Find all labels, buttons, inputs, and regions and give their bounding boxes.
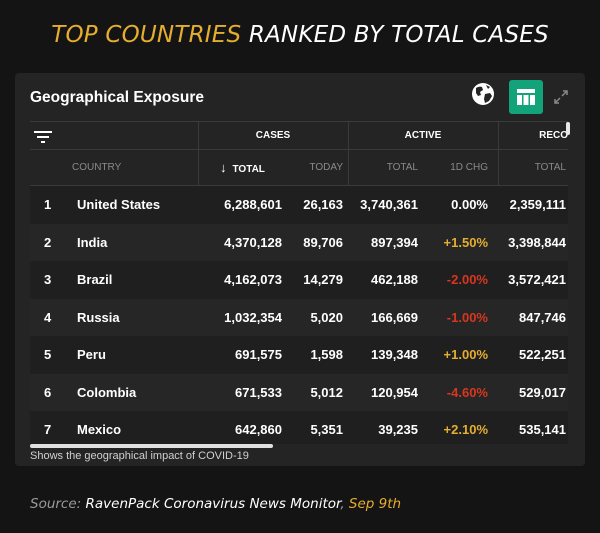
active-change: +1.50% (443, 234, 488, 250)
rank: 2 (44, 234, 52, 250)
group-header-row: CASES ACTIVE RECO (30, 121, 568, 150)
recovered-total: 3,572,421 (508, 272, 566, 287)
table-row[interactable]: 4 Russia 1,032,354 5,020 166,669 -1.00% … (30, 298, 568, 336)
country-name: Brazil (77, 272, 113, 287)
group-header-recovered: RECO (539, 130, 568, 141)
active-change: +2.10% (443, 422, 488, 437)
recovered-total: 535,141 (519, 422, 566, 437)
source-name: RavenPack Coronavirus News Monitor (85, 496, 341, 512)
cases-total: 4,370,128 (224, 234, 282, 250)
cases-today: 5,020 (310, 309, 343, 325)
table-row[interactable]: 5 Peru 691,575 1,598 139,348 +1.00% 522,… (30, 336, 568, 374)
cases-total: 4,162,073 (224, 272, 282, 287)
recovered-total: 847,746 (519, 309, 566, 325)
headline-rest: RANKED BY TOTAL CASES (248, 22, 549, 48)
source-line: Source: RavenPack Coronavirus News Monit… (30, 496, 401, 512)
column-header-country[interactable]: COUNTRY (72, 162, 122, 173)
active-total: 897,394 (371, 234, 418, 250)
active-change: +1.00% (443, 347, 488, 362)
card-caption: Shows the geographical impact of COVID-1… (30, 450, 249, 462)
source-comma: , (340, 496, 345, 512)
active-total: 39,235 (378, 422, 418, 437)
table-view-button[interactable] (509, 80, 543, 114)
column-header-recovered-total[interactable]: TOTAL (534, 162, 566, 173)
filter-icon[interactable] (34, 130, 52, 144)
group-header-cases: CASES (255, 130, 291, 141)
table-row[interactable]: 1 United States 6,288,601 26,163 3,740,3… (30, 186, 568, 224)
cases-total: 642,860 (235, 422, 282, 437)
cases-today: 14,279 (303, 272, 343, 287)
headline-accent: TOP COUNTRIES (51, 22, 242, 48)
country-name: United States (77, 197, 161, 212)
table-row[interactable]: 6 Colombia 671,533 5,012 120,954 -4.60% … (30, 373, 568, 411)
rank: 7 (44, 422, 52, 437)
cases-today: 26,163 (303, 197, 343, 212)
data-grid: CASES ACTIVE RECO COUNTRY ↓ TOTAL TODAY T… (30, 121, 568, 444)
table-icon (517, 89, 535, 105)
expand-icon[interactable] (553, 89, 569, 105)
cases-today: 89,706 (303, 234, 343, 250)
country-name: Peru (77, 347, 106, 362)
column-header-active-total[interactable]: TOTAL (386, 162, 418, 173)
active-total: 139,348 (371, 347, 418, 362)
active-change: -1.00% (446, 309, 488, 325)
active-total: 462,188 (371, 272, 418, 287)
cases-today: 1,598 (310, 347, 343, 362)
active-change: -2.00% (446, 272, 488, 287)
group-header-active: ACTIVE (404, 130, 442, 141)
active-change: -4.60% (446, 384, 488, 400)
column-header-row: COUNTRY ↓ TOTAL TODAY TOTAL 1D CHG TOTAL (30, 150, 568, 186)
source-date: Sep 9th (348, 496, 402, 512)
geographical-exposure-card: Geographical Exposure (15, 73, 585, 466)
card-title: Geographical Exposure (30, 89, 204, 106)
country-name: Colombia (77, 384, 137, 400)
globe-icon[interactable] (471, 82, 495, 106)
table-row[interactable]: 3 Brazil 4,162,073 14,279 462,188 -2.00%… (30, 261, 568, 299)
table-row[interactable]: 2 India 4,370,128 89,706 897,394 +1.50% … (30, 223, 568, 261)
column-header-cases-total-label: TOTAL (232, 164, 265, 175)
cases-total: 671,533 (235, 384, 282, 400)
active-total: 120,954 (371, 384, 418, 400)
active-total: 3,740,361 (360, 197, 418, 212)
horizontal-scrollbar[interactable] (30, 444, 273, 448)
column-header-cases-today[interactable]: TODAY (309, 162, 343, 173)
cases-total: 691,575 (235, 347, 282, 362)
country-name: Russia (77, 309, 120, 325)
source-label: Source: (30, 496, 82, 512)
column-header-cases-total[interactable]: ↓ TOTAL (220, 150, 300, 186)
rank: 6 (44, 384, 52, 400)
rank: 1 (44, 197, 52, 212)
cases-today: 5,351 (310, 422, 343, 437)
rank: 5 (44, 347, 52, 362)
column-header-active-change[interactable]: 1D CHG (450, 162, 488, 173)
country-name: Mexico (77, 422, 122, 437)
cases-total: 1,032,354 (224, 309, 282, 325)
active-change: 0.00% (451, 197, 488, 212)
recovered-total: 3,398,844 (508, 234, 566, 250)
table-row[interactable]: 7 Mexico 642,860 5,351 39,235 +2.10% 535… (30, 411, 568, 444)
vertical-scrollbar[interactable] (566, 122, 570, 135)
cases-today: 5,012 (310, 384, 343, 400)
cases-total: 6,288,601 (224, 197, 282, 212)
rank: 3 (44, 272, 52, 287)
recovered-total: 522,251 (519, 347, 566, 362)
arrow-down-icon: ↓ (220, 160, 227, 175)
page-headline: TOP COUNTRIES RANKED BY TOTAL CASES (0, 22, 600, 48)
rank: 4 (44, 309, 52, 325)
recovered-total: 529,017 (519, 384, 566, 400)
country-name: India (77, 234, 108, 250)
active-total: 166,669 (371, 309, 418, 325)
recovered-total: 2,359,111 (509, 197, 566, 212)
